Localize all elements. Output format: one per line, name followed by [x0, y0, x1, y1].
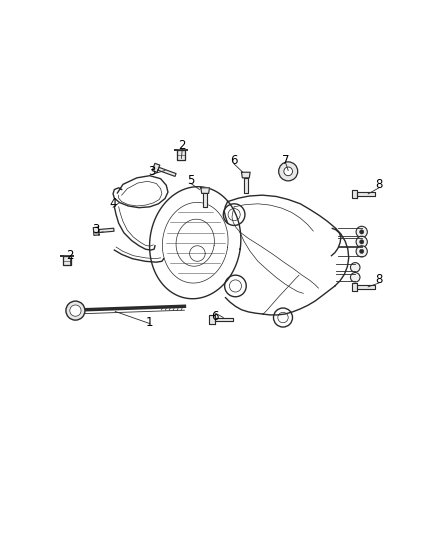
Polygon shape: [352, 282, 357, 291]
Polygon shape: [201, 188, 209, 193]
Text: 3: 3: [148, 165, 155, 178]
Circle shape: [350, 272, 360, 282]
Text: 8: 8: [375, 178, 383, 191]
Circle shape: [360, 249, 364, 254]
Circle shape: [279, 162, 298, 181]
Text: 2: 2: [66, 249, 74, 262]
Polygon shape: [357, 192, 374, 196]
Text: 6: 6: [230, 154, 238, 167]
Polygon shape: [215, 318, 233, 321]
Text: 5: 5: [187, 174, 194, 187]
Polygon shape: [93, 227, 99, 236]
Circle shape: [356, 246, 367, 257]
Text: 8: 8: [375, 273, 383, 286]
Circle shape: [356, 227, 367, 238]
Polygon shape: [244, 178, 247, 193]
Polygon shape: [203, 193, 207, 207]
Text: 1: 1: [146, 316, 154, 329]
Polygon shape: [209, 315, 215, 324]
Text: 7: 7: [282, 154, 290, 167]
Polygon shape: [158, 167, 176, 176]
Polygon shape: [357, 285, 374, 288]
Polygon shape: [177, 150, 185, 160]
Circle shape: [360, 240, 364, 244]
Polygon shape: [63, 256, 71, 265]
Circle shape: [70, 305, 81, 316]
Polygon shape: [99, 228, 114, 232]
Circle shape: [66, 301, 85, 320]
Text: 2: 2: [179, 139, 186, 152]
Circle shape: [356, 236, 367, 247]
Circle shape: [350, 263, 360, 272]
Polygon shape: [152, 163, 160, 172]
Text: 6: 6: [211, 310, 219, 322]
Text: 4: 4: [110, 197, 117, 211]
Circle shape: [360, 230, 364, 234]
Polygon shape: [352, 190, 357, 198]
Circle shape: [284, 167, 293, 176]
Text: 3: 3: [92, 223, 99, 236]
Polygon shape: [241, 172, 250, 178]
